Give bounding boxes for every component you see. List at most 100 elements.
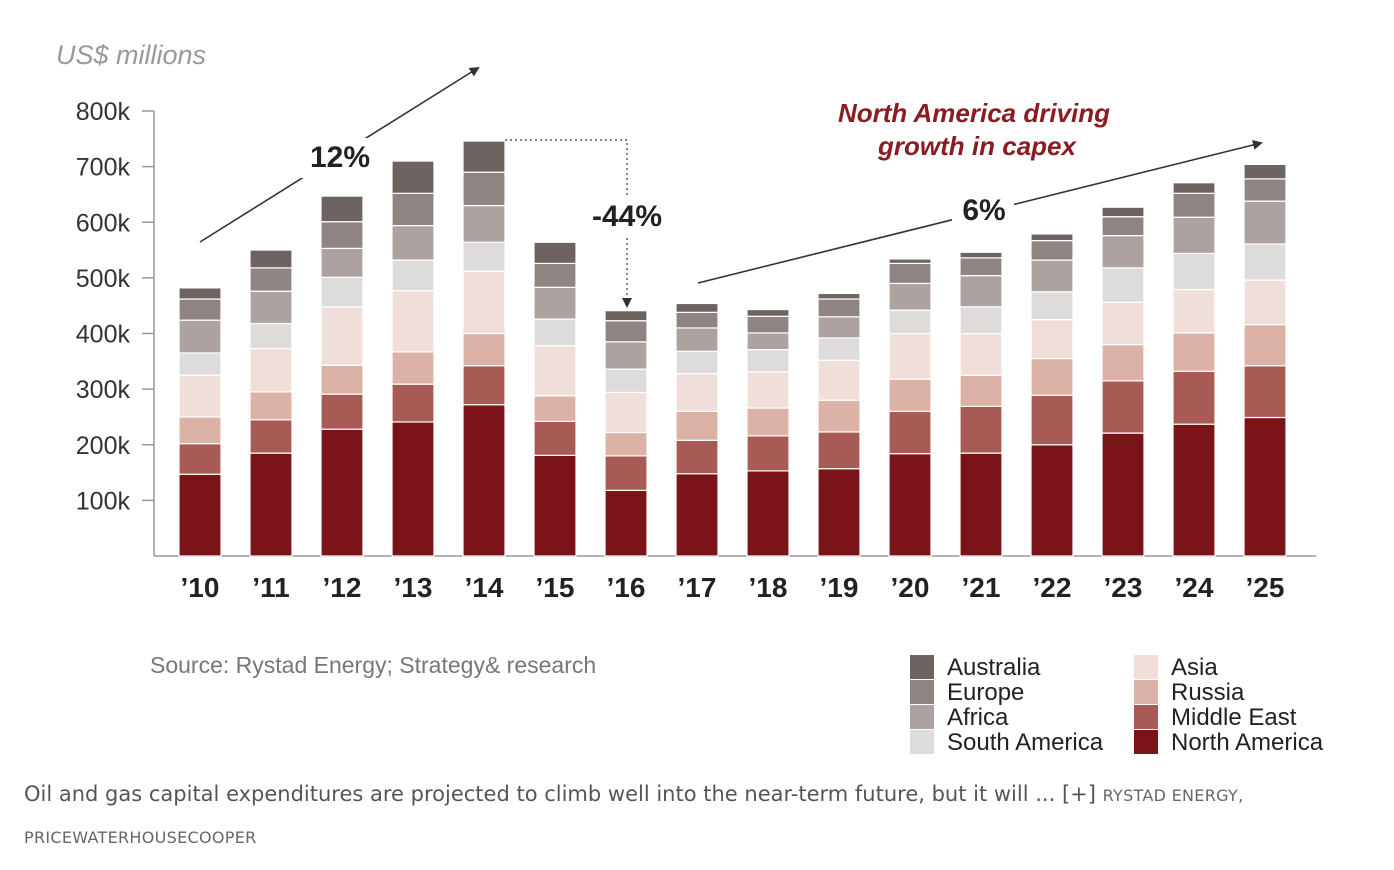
bar-segment-middle-east [959,405,1003,454]
bar-segment-europe [746,315,790,334]
caption-text: Oil and gas capital expenditures are pro… [24,782,1062,806]
bar-segment-asia [1172,288,1216,334]
bar-segment-australia [249,249,293,269]
source-note: Source: Rystad Energy; Strategy& researc… [150,652,596,678]
bar-segment-australia [320,195,364,223]
y-tick-label: 700k [76,154,131,182]
bar-segment-africa [1101,235,1145,269]
bar-segment-north-america [1101,432,1145,557]
bar-segment-russia [675,410,719,441]
legend-swatch-africa [910,705,934,729]
x-tick-label: ’25 [1246,572,1285,603]
bar-segment-asia [533,345,577,397]
bar-stack [249,249,293,557]
y-tick-label: 500k [76,265,131,293]
y-tick-label: 400k [76,321,131,349]
bar-segment-south-america [675,350,719,375]
bar-segment-africa [604,341,648,370]
bar-stack [959,251,1003,557]
bar-segment-asia [462,270,506,335]
bar-stack [817,292,861,557]
x-tick-label: ’19 [820,572,859,603]
bar-segment-north-america [533,454,577,557]
bar-segment-russia [533,395,577,422]
bar-segment-north-america [1030,444,1074,557]
x-tick-label: ’10 [181,572,220,603]
bar-segment-africa [817,316,861,339]
bar-segment-europe [320,221,364,249]
bar-segment-africa [746,332,790,351]
bar-segment-australia [1172,182,1216,194]
growth-label-6: 6% [962,194,1005,227]
bar-segment-europe [1172,192,1216,218]
bar-segment-south-america [817,337,861,361]
bar-stack [178,287,222,557]
bar-segment-russia [1243,324,1287,367]
bar-segment-russia [1172,332,1216,372]
bar-segment-africa [320,247,364,278]
x-axis-labels: ’10 ’11 ’12 ’13 ’14 ’15 ’16 ’17 ’18 ’19 ’20 ’21 ’22 ’… [181,572,1285,603]
bar-stack [1101,206,1145,557]
bar-segment-middle-east [675,439,719,475]
x-tick-label: ’11 [252,572,289,603]
growth-label-12: 12% [310,141,370,174]
bar-segment-north-america [675,473,719,557]
bar-segment-russia [391,351,435,385]
caption: Oil and gas capital expenditures are pro… [24,774,1364,858]
bar-segment-africa [462,204,506,243]
legend-label: Middle East [1171,704,1297,731]
bar-segment-australia [959,251,1003,259]
bar-segment-asia [1101,301,1145,346]
bar-segment-africa [888,282,932,311]
bar-segment-asia [178,374,222,418]
legend-label: South America [947,729,1104,756]
y-tick-label: 200k [76,432,131,460]
bar-segment-north-america [959,452,1003,557]
bar-segment-north-america [817,468,861,557]
expand-caption-button[interactable]: [+] [1061,782,1096,806]
bar-segment-middle-east [1030,394,1074,446]
bar-segment-europe [1030,240,1074,261]
x-tick-label: ’21 [962,572,1001,603]
bar-segment-middle-east [604,455,648,491]
bar-segment-europe [888,262,932,285]
bar-segment-asia [746,371,790,409]
x-tick-label: ’23 [1104,572,1143,603]
bar-segment-europe [533,262,577,288]
bar-segment-australia [746,308,790,317]
bar-segment-north-america [320,428,364,557]
bar-segment-middle-east [1243,365,1287,419]
bar-segment-south-america [320,276,364,308]
bar-segment-south-america [178,352,222,376]
legend-label: Asia [1171,654,1218,681]
bar-segment-middle-east [746,435,790,472]
bar-segment-north-america [888,453,932,557]
bar-segment-africa [178,319,222,354]
bar-segment-australia [604,310,648,322]
bar-segment-russia [249,391,293,421]
bar-segment-africa [1243,200,1287,245]
drop-line-2014-2016 [505,139,632,308]
bar-segment-south-america [1101,267,1145,303]
bar-stack [462,140,506,557]
bar-segment-asia [959,332,1003,376]
headline-line-1: North America driving [838,98,1110,128]
x-tick-label: ’17 [678,572,717,603]
drop-label-44: -44% [592,200,662,233]
y-tick-label: 800k [76,98,131,126]
bar-segment-middle-east [391,383,435,423]
bar-segment-south-america [249,322,293,350]
legend-swatch-asia [1134,655,1158,679]
y-tick-label: 300k [76,376,131,404]
bar-stack [675,302,719,557]
bar-segment-south-america [533,318,577,347]
bar-segment-africa [1172,216,1216,254]
legend-swatch-russia [1134,680,1158,704]
bar-segment-europe [959,257,1003,277]
bar-segment-south-america [604,368,648,394]
bar-segment-africa [249,290,293,325]
y-unit-label: US$ millions [56,40,206,70]
bar-segment-australia [1030,233,1074,242]
bar-segment-australia [817,292,861,300]
